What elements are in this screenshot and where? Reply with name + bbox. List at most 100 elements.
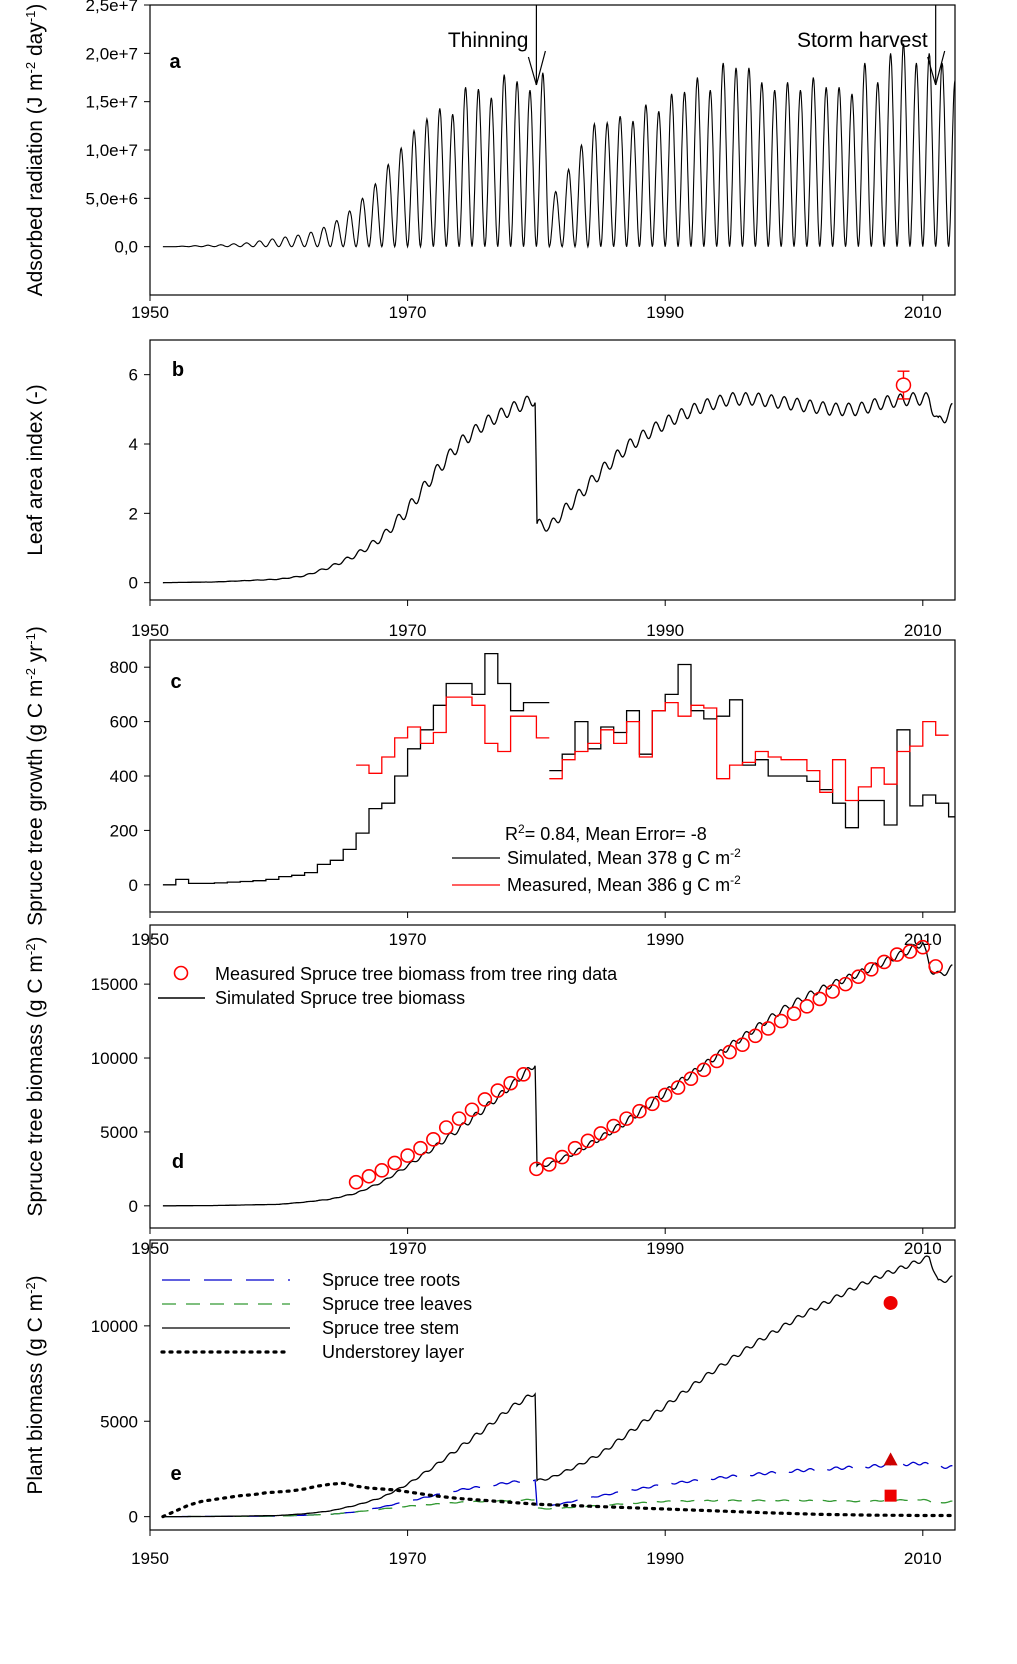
plot-frame: [149, 639, 956, 913]
panel-letter: b: [172, 359, 184, 381]
measured-point: [670, 1080, 686, 1095]
measured-point: [374, 1163, 390, 1178]
measured-point: [851, 969, 866, 985]
legend-label: Simulated, Mean 378 g C m-2: [507, 846, 741, 868]
panel-a: 1950 1970 1990 2010 0,0 5,0e+6 1,0e+7 1,5e+7 2,0…: [23, 0, 956, 322]
x-tick-label: 1950: [131, 621, 169, 640]
measured-point: [567, 1140, 583, 1156]
plot-frame: [149, 1239, 956, 1531]
plot-area: [162, 939, 953, 1207]
series-line: [162, 1255, 953, 1518]
measured-point: [825, 984, 840, 999]
measured-point: [426, 1132, 441, 1147]
event-arrow-head: [527, 56, 537, 86]
measured-point: [413, 1140, 428, 1156]
legend-label: Spruce tree roots: [322, 1270, 460, 1290]
measured-point: [883, 1295, 898, 1310]
measured-point: [516, 1066, 531, 1082]
measured-point: [490, 1083, 506, 1098]
plot-area: [162, 370, 953, 584]
series-line: [162, 1461, 953, 1518]
x-tick-label: 1990: [646, 930, 684, 949]
y-tick-label: 5000: [100, 1123, 138, 1142]
y-tick-label: 10000: [91, 1317, 138, 1336]
measured-point: [876, 954, 892, 970]
measured-point: [884, 1489, 897, 1502]
series-line: [162, 1498, 953, 1518]
y-tick-label: 2,5e+7: [86, 0, 138, 15]
measured-point: [619, 1111, 634, 1126]
measured-point: [709, 1053, 725, 1069]
legend-swatch: [173, 965, 189, 981]
measured-point: [554, 1149, 570, 1165]
step-series-line: [356, 696, 550, 774]
plot-area: [162, 652, 955, 886]
measured-point: [645, 1096, 660, 1112]
measured-point: [387, 1155, 403, 1171]
measured-point: [735, 1037, 750, 1053]
y-axis-label: Adsorbed radiation (J m-2 day-1): [23, 4, 48, 297]
measured-point: [915, 939, 931, 955]
event-arrow-head: [927, 56, 937, 86]
x-tick-label: 1950: [131, 1549, 169, 1568]
y-axis-label: Leaf area index (-): [24, 384, 47, 556]
x-tick-label: 1990: [646, 1239, 684, 1258]
measured-point: [683, 1071, 699, 1087]
panel-b: 1950 1970 1990 2010 0 2 4 6 b Leaf area index (-): [24, 339, 956, 640]
x-tick-label: 1990: [646, 303, 684, 322]
event-annotation: Storm harvest: [797, 29, 928, 52]
legend-label: Spruce tree stem: [322, 1318, 459, 1338]
measured-point: [883, 1452, 898, 1466]
measured-point: [361, 1168, 377, 1184]
x-tick-label: 2010: [904, 303, 942, 322]
legend-label: Spruce tree leaves: [322, 1294, 472, 1314]
measured-point: [477, 1092, 493, 1107]
measured-point: [799, 998, 815, 1014]
measured-point: [748, 1028, 763, 1044]
measured-point: [838, 976, 853, 992]
event-arrow-head: [535, 50, 546, 86]
measured-point: [503, 1075, 518, 1091]
x-tick-label: 1970: [389, 621, 427, 640]
measured-point: [863, 962, 879, 977]
event-arrow-head: [935, 50, 946, 86]
measured-point: [902, 944, 918, 959]
measured-point: [438, 1120, 454, 1135]
series-line: [162, 391, 953, 584]
y-tick-label: 600: [110, 713, 138, 732]
legend-label: Measured Spruce tree biomass from tree r…: [215, 964, 618, 984]
measured-point: [580, 1133, 596, 1149]
measured-point: [812, 991, 828, 1007]
measured-point: [760, 1021, 776, 1036]
y-tick-label: 800: [110, 658, 138, 677]
y-tick-label: 0: [129, 876, 138, 895]
measured-point: [928, 959, 943, 974]
x-tick-label: 2010: [904, 1239, 942, 1258]
y-tick-label: 15000: [91, 975, 138, 994]
y-tick-label: 400: [110, 767, 138, 786]
measured-point: [606, 1118, 621, 1134]
legend-label: Measured, Mean 386 g C m-2: [507, 873, 741, 895]
measured-point: [400, 1148, 415, 1163]
y-tick-label: 200: [110, 821, 138, 840]
x-tick-label: 1950: [131, 303, 169, 322]
measured-point: [657, 1087, 673, 1103]
measured-point: [464, 1102, 480, 1118]
x-tick-label: 2010: [904, 1549, 942, 1568]
event-annotation: Thinning: [448, 29, 529, 52]
x-tick-label: 2010: [904, 930, 942, 949]
measured-point: [895, 377, 912, 393]
panel-letter: a: [169, 51, 181, 73]
measured-point: [696, 1062, 712, 1078]
y-axis-label: Spruce tree growth (g C m-2 yr-1): [23, 626, 48, 926]
step-series-line: [549, 701, 949, 802]
step-series-line: [162, 652, 550, 886]
y-axis-label: Plant biomass (g C m-2): [23, 1275, 48, 1494]
y-tick-label: 2,0e+7: [86, 44, 138, 63]
y-tick-label: 5000: [100, 1412, 138, 1431]
series-line: [161, 1481, 954, 1519]
y-axis-label: Spruce tree biomass (g C m-2): [23, 937, 48, 1217]
panel-letter: d: [172, 1151, 184, 1173]
x-tick-label: 1970: [389, 303, 427, 322]
